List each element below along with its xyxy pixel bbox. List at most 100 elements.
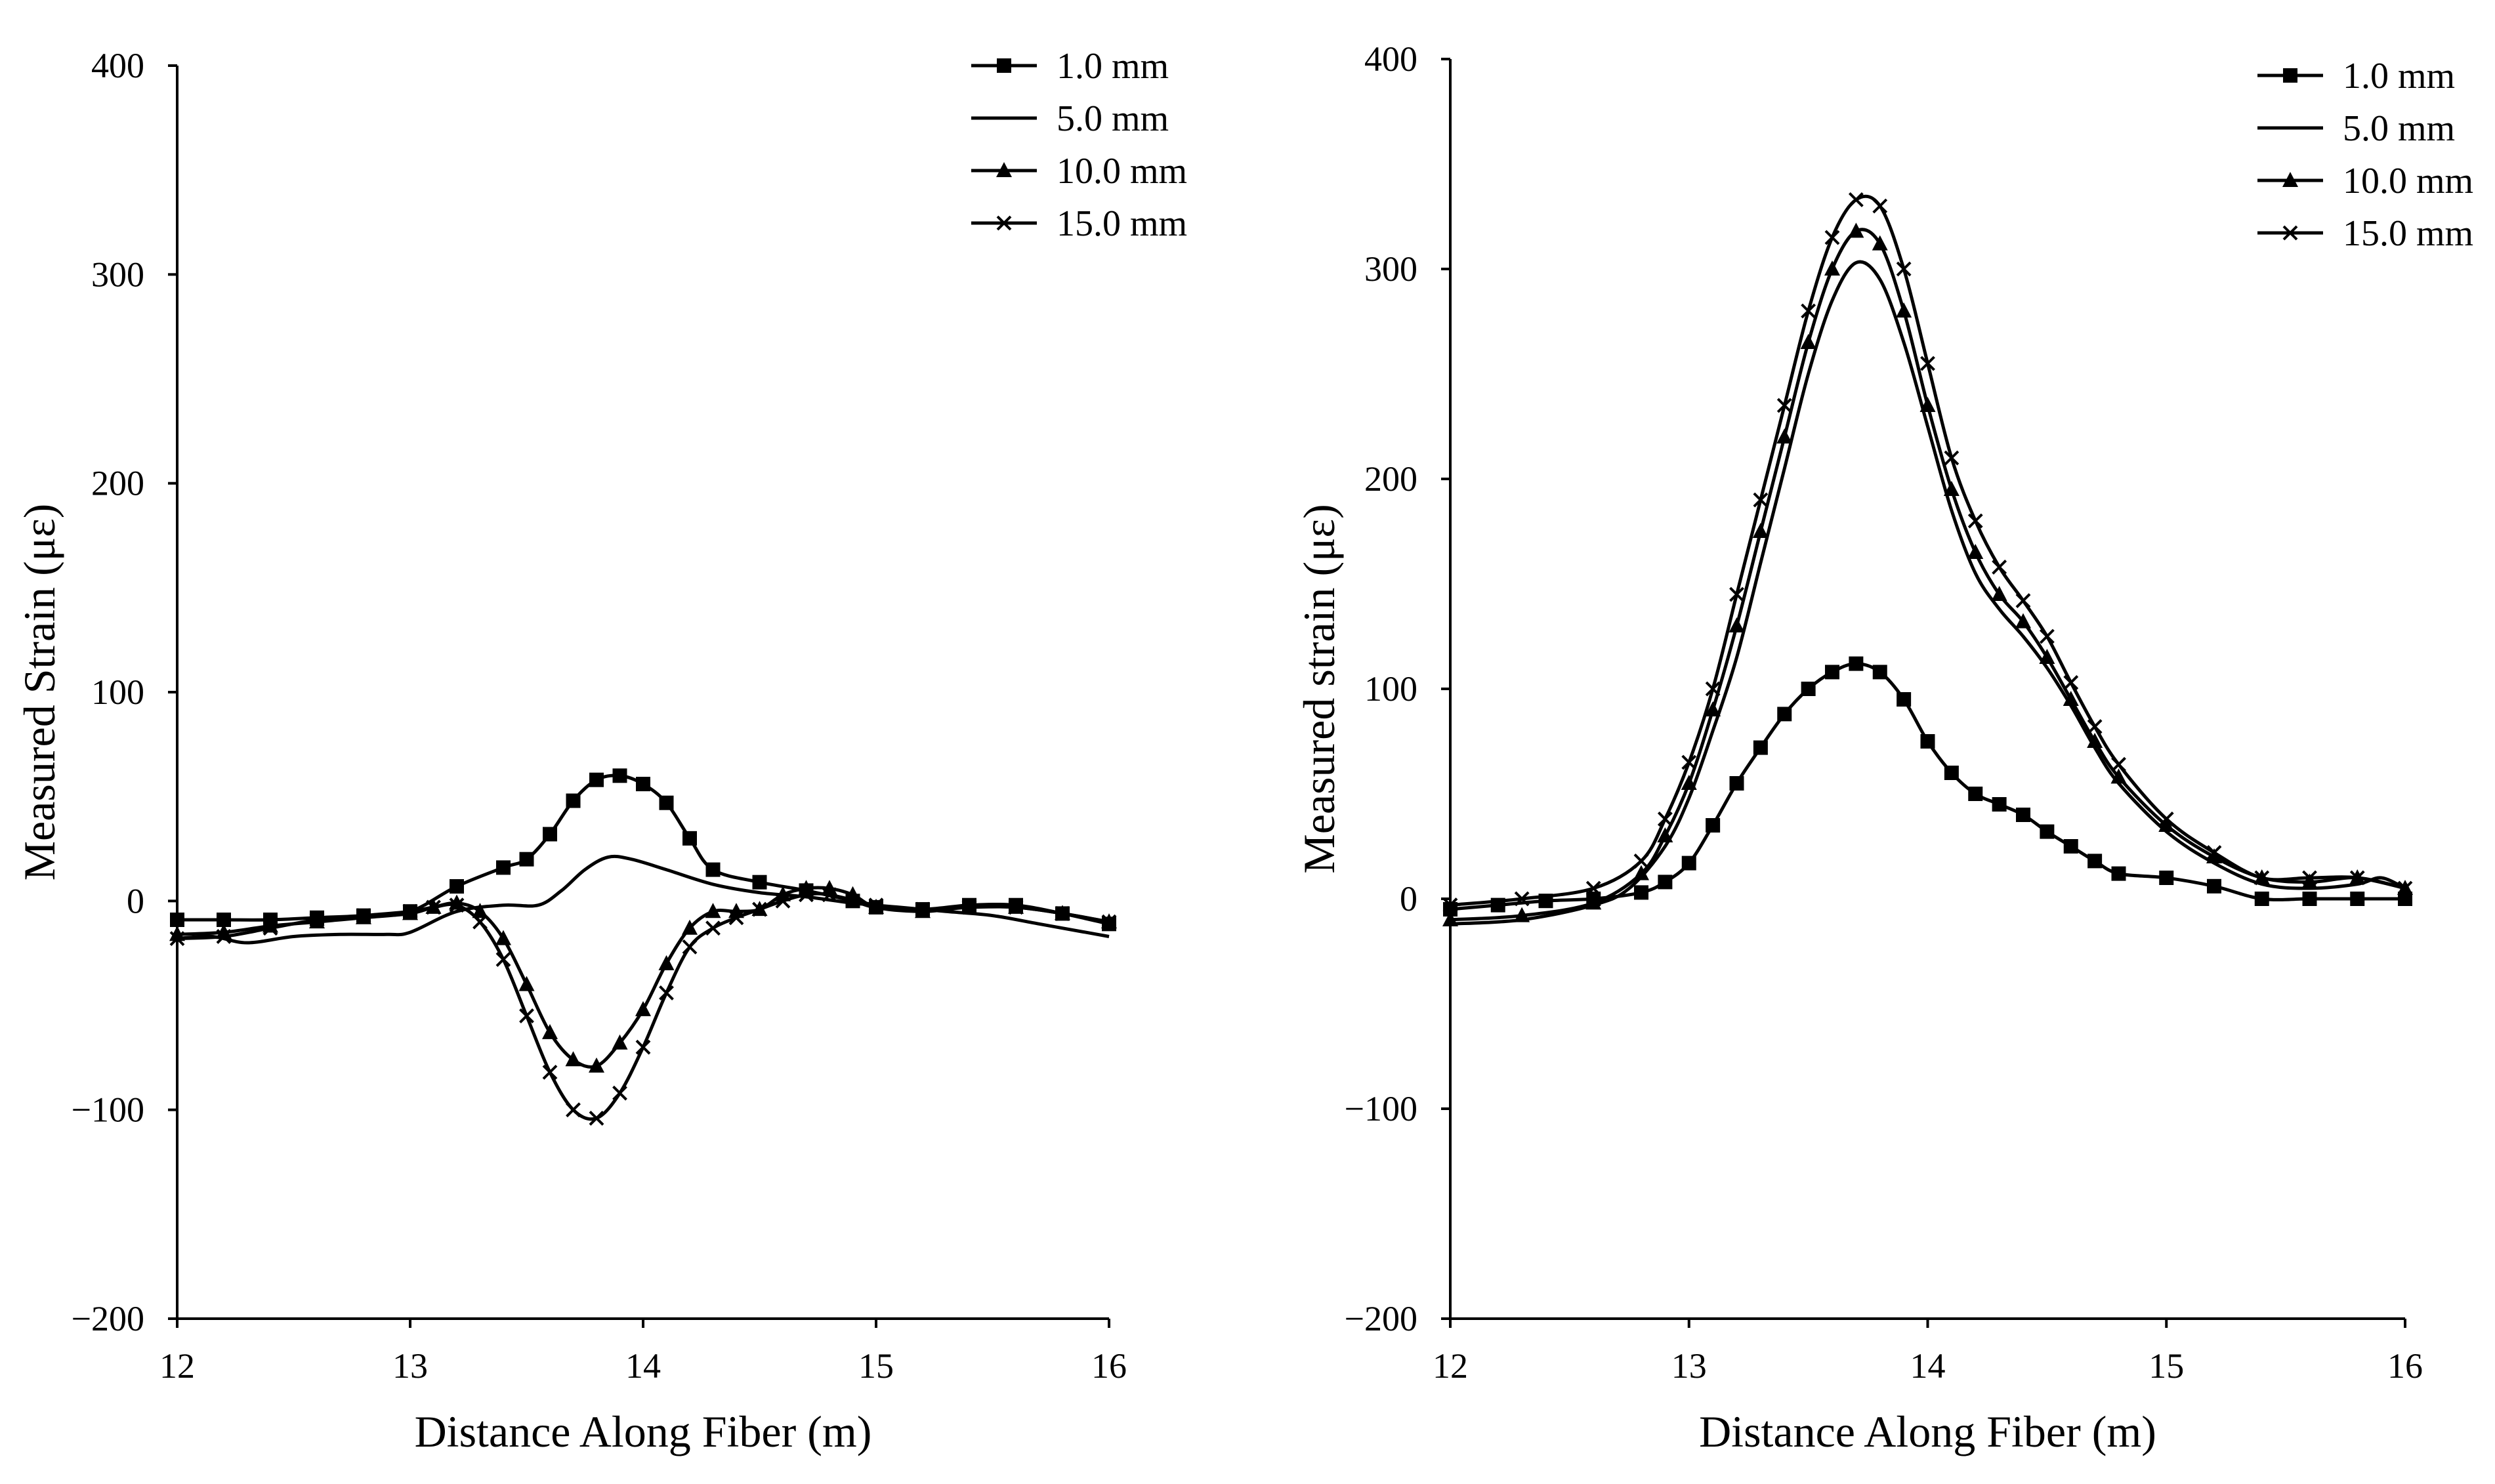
legend-swatch-marker [2283,68,2297,83]
data-point [262,920,278,936]
data-point [868,897,884,913]
data-point [822,887,837,903]
data-point [589,772,604,787]
data-point [612,1085,627,1101]
data-point [658,955,675,970]
legend-label: 15.0 mm [1057,203,1187,244]
data-point [426,899,441,915]
data-point [2254,870,2270,886]
data-point [1658,875,1673,890]
data-point [309,912,325,928]
data-point [449,897,465,913]
data-point [1968,787,1983,801]
data-point [1920,356,1935,371]
y-axis-title: Measured Strain (με) [14,504,64,881]
data-point [1943,481,1960,496]
data-point [1824,230,1840,245]
data-point [496,860,511,875]
data-point [1008,899,1024,915]
data-point [2301,873,2318,889]
data-point [1896,302,1912,318]
series-line [1450,228,2406,922]
series-line [177,854,1110,945]
data-point [635,1000,651,1016]
data-point [2110,768,2127,784]
data-point [2111,756,2126,772]
data-point [1944,450,1960,466]
data-point [1848,222,1864,238]
data-point [1657,811,1673,827]
data-point [1848,192,1864,207]
data-point [2087,733,2103,748]
data-point [2158,811,2174,827]
x-tick-label: 12 [159,1346,195,1386]
data-point [1776,398,1792,413]
legend-item: 5.0 mm [971,98,1169,139]
data-point [1777,707,1792,722]
data-point [2087,719,2103,735]
chart-panel-1: −200 −100 0 100 200 300 400 12 13 14 15 16 Distance … [14,46,1187,1456]
data-point [1729,776,1744,791]
legend-item: 15.0 mm [2257,213,2473,254]
data-point [1514,907,1530,922]
data-point [169,931,185,947]
y-tick-label: 0 [127,881,144,920]
y-tick-label: 300 [91,255,144,294]
data-point [450,879,464,894]
x-tick-label: 12 [1433,1346,1468,1386]
data-point [2302,892,2317,906]
legend-swatch-marker [997,58,1011,73]
data-point [1706,818,1721,833]
data-point [1967,544,1984,559]
data-point [1872,665,1887,680]
data-point [1992,559,2007,575]
data-point [2040,824,2055,839]
data-point [1801,303,1816,319]
data-point [612,768,627,783]
data-point [659,985,674,1000]
data-point [2397,880,2413,896]
data-point [543,827,557,842]
data-point [542,1064,558,1080]
series-line [177,892,1110,1121]
data-point [589,1110,604,1126]
data-point [612,1034,628,1050]
series-5-0-mm [177,854,1110,945]
data-point [1752,523,1769,538]
legend-label: 1.0 mm [1057,46,1169,87]
x-axis-title: Distance Along Fiber (m) [1699,1407,2156,1456]
data-point [705,862,721,877]
data-point [2087,854,2103,869]
data-point [2063,691,2079,706]
y-tick-label: −100 [1345,1089,1417,1128]
data-point [589,1057,604,1073]
data-point [799,887,814,903]
data-point [1801,682,1816,696]
data-point [519,1008,534,1023]
y-tick-label: 100 [1364,669,1417,709]
legend-label: 5.0 mm [1057,98,1169,139]
data-point [472,903,488,918]
y-tick-label: 400 [91,46,144,85]
data-point [1729,587,1744,602]
data-point [1776,428,1793,443]
legend-item: 1.0 mm [2257,56,2455,96]
data-point [2254,892,2269,906]
x-tick-label: 13 [392,1346,428,1386]
data-point [1681,754,1697,770]
x-axis-title: Distance Along Fiber (m) [415,1407,872,1456]
legend-label: 1.0 mm [2343,56,2455,96]
data-point [495,952,511,967]
data-point [728,910,744,926]
data-point [705,920,721,936]
data-point [659,795,674,810]
data-point [565,1051,581,1067]
data-point [2015,613,2031,629]
y-tick-label: 100 [91,672,144,712]
data-point [2302,870,2317,886]
data-point [2398,892,2412,906]
data-point [1992,797,2007,812]
data-point [2206,845,2222,861]
data-point [1514,891,1530,907]
